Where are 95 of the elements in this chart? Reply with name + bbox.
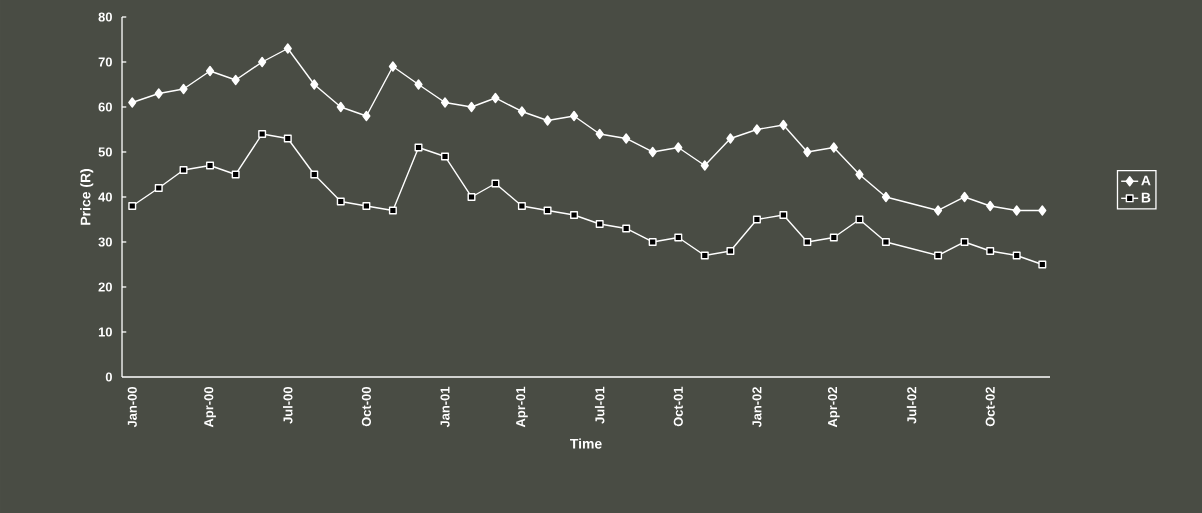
- point: [206, 161, 215, 170]
- point: [467, 101, 476, 113]
- point: [752, 215, 761, 224]
- point: [1012, 251, 1021, 260]
- point: [622, 224, 631, 233]
- point: [205, 65, 215, 77]
- x-tick-label: Jul-00: [283, 387, 293, 424]
- point: [700, 160, 709, 171]
- point: [569, 110, 579, 122]
- point: [310, 79, 319, 90]
- point: [388, 61, 397, 72]
- x-tick-label: Jan-00: [127, 387, 137, 428]
- y-tick-label: 10: [98, 327, 112, 337]
- point: [231, 74, 240, 86]
- point: [491, 179, 500, 188]
- point: [441, 152, 450, 161]
- point: [570, 210, 579, 219]
- point: [336, 197, 345, 206]
- x-tick-label: Oct-02: [985, 387, 995, 427]
- x-tick-label: Apr-00: [204, 387, 216, 428]
- y-axis-title: Price (R): [80, 169, 94, 225]
- x-tick-label: Apr-02: [827, 387, 840, 428]
- legend-label: B: [1141, 192, 1151, 203]
- point: [960, 237, 969, 246]
- point: [467, 192, 476, 201]
- point: [128, 97, 137, 108]
- point: [726, 246, 735, 255]
- y-tick-label: 20: [98, 282, 112, 292]
- point: [986, 246, 995, 255]
- point: [179, 83, 188, 95]
- x-tick-label: Jan-02: [752, 387, 762, 428]
- point: [855, 169, 864, 180]
- point: [779, 119, 788, 131]
- point: [986, 200, 995, 212]
- y-tick-label: 40: [98, 192, 112, 202]
- x-tick-label: Oct-01: [673, 386, 683, 427]
- point: [779, 210, 788, 219]
- point: [934, 251, 943, 260]
- point: [829, 142, 838, 153]
- point: [517, 106, 526, 117]
- x-tick-label: Jul-01: [594, 386, 605, 424]
- point: [1038, 260, 1047, 269]
- point: [179, 165, 188, 174]
- point: [362, 201, 371, 210]
- point: [1038, 205, 1047, 216]
- x-tick-label: Jul-02: [906, 387, 917, 424]
- point: [154, 183, 163, 192]
- point: [362, 110, 371, 122]
- point: [440, 97, 450, 108]
- point: [622, 133, 631, 144]
- x-tick-label: Oct-00: [361, 387, 371, 427]
- point: [595, 128, 604, 140]
- point: [1012, 205, 1021, 216]
- point: [310, 170, 319, 179]
- x-tick-label: Apr-01: [516, 386, 528, 428]
- point: [336, 101, 345, 113]
- point: [283, 43, 292, 54]
- point: [128, 201, 137, 210]
- y-tick-label: 60: [98, 102, 112, 112]
- point: [231, 170, 240, 179]
- y-tick-label: 80: [98, 12, 112, 22]
- point: [154, 88, 163, 99]
- y-tick-label: 50: [98, 147, 112, 157]
- point: [726, 133, 735, 144]
- point: [752, 124, 761, 135]
- point: [881, 237, 890, 246]
- point: [803, 237, 812, 246]
- point: [648, 146, 657, 158]
- point: [388, 206, 397, 215]
- point: [829, 233, 838, 242]
- point: [674, 233, 683, 242]
- point: [517, 201, 526, 210]
- y-tick-label: 70: [98, 57, 112, 67]
- point: [491, 92, 500, 104]
- point: [258, 56, 267, 68]
- point: [283, 134, 292, 143]
- point: [674, 142, 683, 153]
- point: [543, 206, 552, 215]
- point: [258, 129, 267, 138]
- point: [700, 251, 709, 260]
- point: [881, 191, 891, 203]
- point: [648, 237, 657, 246]
- point: [960, 191, 969, 203]
- point: [414, 79, 423, 90]
- point: [414, 143, 423, 152]
- legend-label: A: [1141, 175, 1151, 186]
- point: [934, 205, 943, 216]
- y-tick-label: 0: [105, 372, 112, 382]
- point: [595, 219, 604, 228]
- point: [855, 215, 864, 224]
- x-axis-title: Time: [570, 438, 602, 449]
- y-tick-label: 30: [98, 237, 112, 247]
- point: [543, 115, 552, 126]
- x-tick-label: Jan-01: [440, 386, 450, 428]
- point: [803, 146, 812, 158]
